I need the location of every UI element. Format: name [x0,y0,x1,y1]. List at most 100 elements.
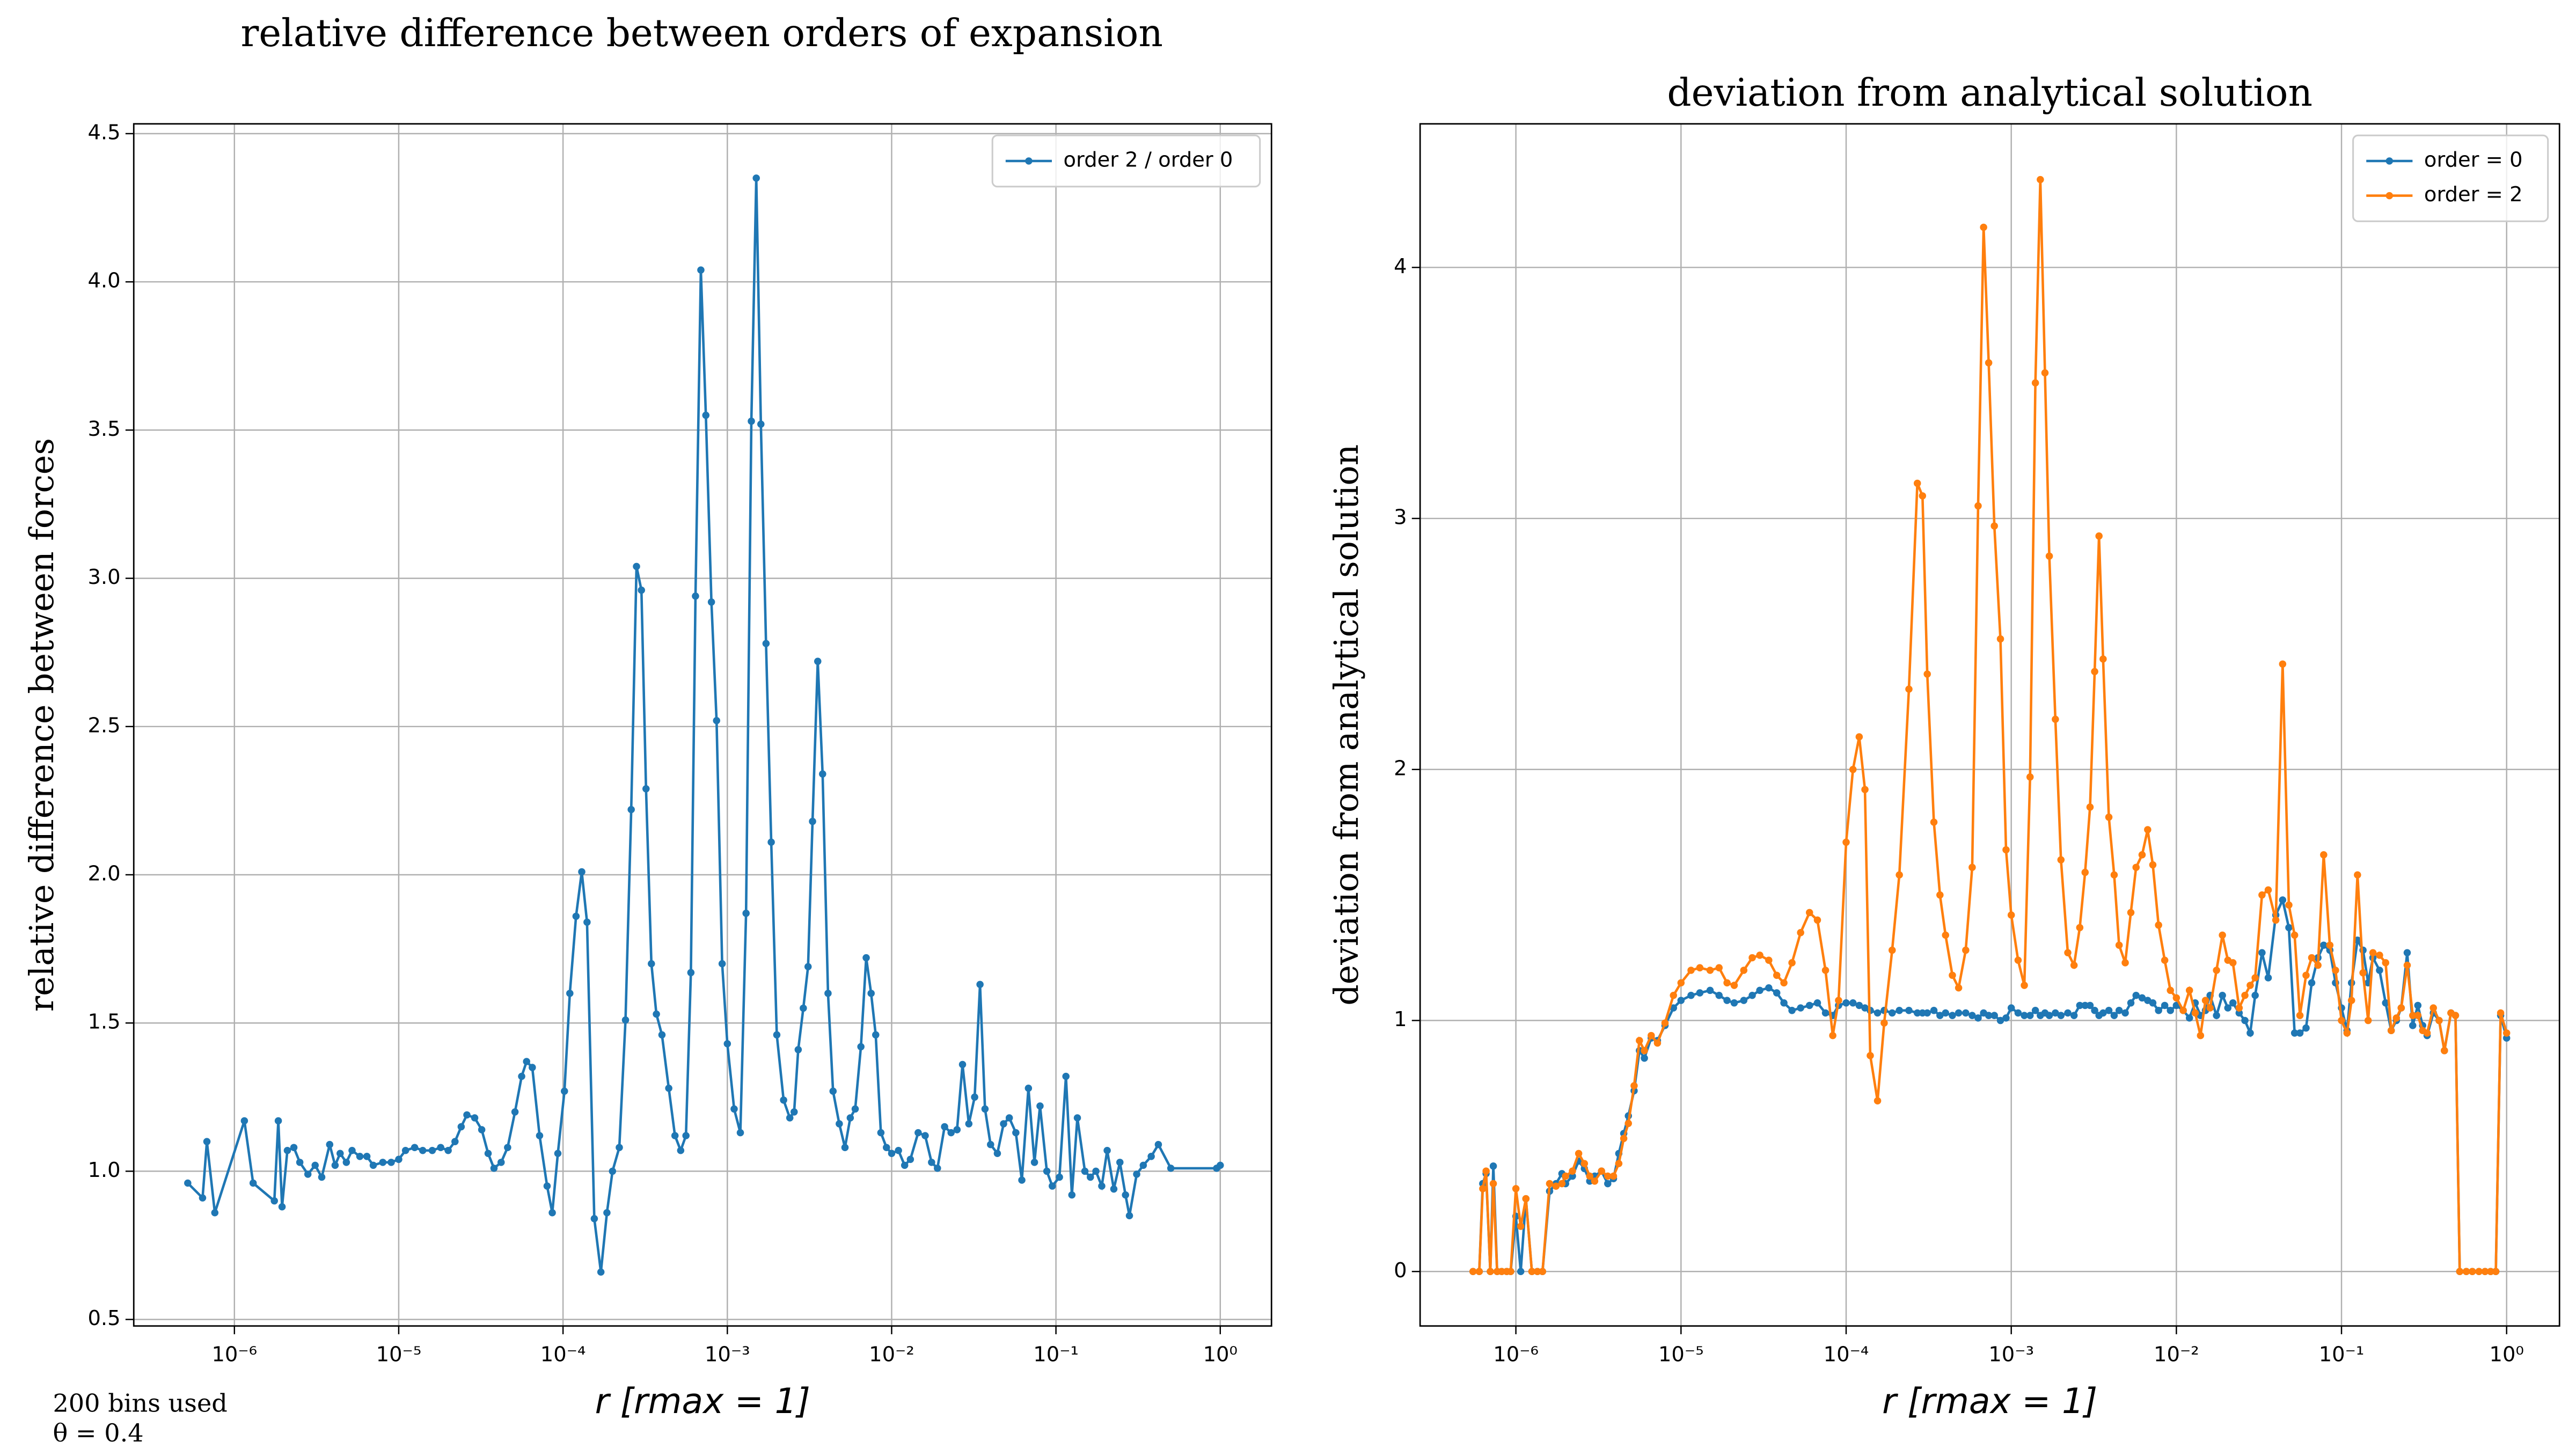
data-point [1528,1268,1536,1276]
data-point [752,174,760,182]
data-point [1706,986,1714,994]
data-point [1723,997,1731,1004]
data-point [1615,1160,1623,1167]
data-point [2392,1014,2401,1022]
data-point [687,969,695,977]
data-point [2290,1029,2299,1037]
data-point [702,412,710,419]
data-point [2502,1029,2511,1037]
data-point [883,1144,890,1151]
data-point [2469,1268,2476,1276]
data-point [621,1016,630,1024]
data-point [1562,1172,1570,1180]
data-point [1748,991,1756,999]
data-point [671,1132,679,1139]
data-point [2290,931,2299,939]
y-axis-label: relative difference between forces [23,438,61,1012]
data-point [1942,1009,1950,1017]
data-point [348,1146,356,1154]
data-point [1797,929,1804,936]
series-line [1473,896,2508,1273]
data-point [572,912,580,920]
data-point [1842,999,1850,1007]
data-point [609,1167,617,1175]
data-point [790,1108,798,1116]
data-point [2127,999,2135,1007]
data-point [1546,1180,1554,1188]
data-point [1765,956,1773,964]
data-point [1092,1167,1100,1175]
x-tick-label: 10⁻⁴ [1824,1343,1869,1367]
data-point [304,1170,312,1178]
data-point [2224,1004,2232,1012]
data-point [773,1031,781,1039]
data-point [1489,1180,1497,1188]
data-point [762,640,770,647]
data-point [2206,1004,2214,1012]
data-point [1936,891,1944,899]
data-point [2387,1027,2395,1035]
data-point [2429,1004,2437,1012]
data-point [1740,997,1748,1004]
data-point [1217,1161,1224,1169]
data-point [603,1209,611,1217]
data-point [846,1114,854,1122]
data-point [677,1146,685,1154]
data-point [1849,766,1857,773]
data-point [1487,1268,1494,1276]
x-tick-label: 10⁰ [2490,1343,2524,1367]
data-point [478,1126,486,1133]
data-point [2409,1022,2417,1029]
data-point [1985,359,1993,367]
data-point [1522,1195,1530,1203]
data-point [2138,851,2146,859]
data-point [1670,1004,1677,1012]
data-point [1641,1054,1648,1062]
x-axis-label: r [rmax = 1] [1882,1381,2097,1422]
data-point [2308,979,2316,987]
data-point [2235,1009,2243,1017]
data-point [1517,1223,1525,1230]
data-point [829,1087,837,1095]
data-point [2258,891,2266,899]
data-point [2064,949,2072,957]
data-point [1888,1009,1896,1017]
data-point [2219,931,2226,939]
data-point [888,1150,896,1158]
data-point [872,1031,880,1039]
data-point [2045,1012,2053,1019]
data-point [1498,1268,1505,1276]
data-point [1661,1019,1669,1027]
data-point [971,1093,978,1101]
data-point [1715,991,1723,999]
data-point [1955,1009,1963,1017]
data-point [1696,989,1704,997]
data-point [2462,1268,2470,1276]
data-point [1936,1012,1944,1019]
data-point [523,1058,530,1065]
data-point [1677,979,1685,987]
data-point [800,1004,807,1012]
data-point [2414,1001,2422,1009]
data-point [1855,1001,1863,1009]
data-point [958,1060,967,1069]
data-point [1517,1268,1525,1276]
data-point [934,1165,941,1172]
legend-marker [1025,157,1033,165]
data-point [780,1096,787,1104]
data-point [1905,1007,1913,1014]
data-point [2302,971,2310,979]
data-point [336,1150,344,1158]
data-point [2308,954,2316,962]
y-tick-label: 3.5 [87,417,120,441]
data-point [1677,997,1685,1004]
data-point [1580,1160,1589,1167]
data-point [1043,1167,1051,1175]
data-point [1805,1001,1813,1009]
data-point [1586,1172,1593,1180]
data-point [560,1087,568,1095]
data-point [1133,1170,1140,1178]
data-point [504,1144,511,1151]
data-point [2235,1004,2243,1012]
data-point [457,1123,465,1131]
